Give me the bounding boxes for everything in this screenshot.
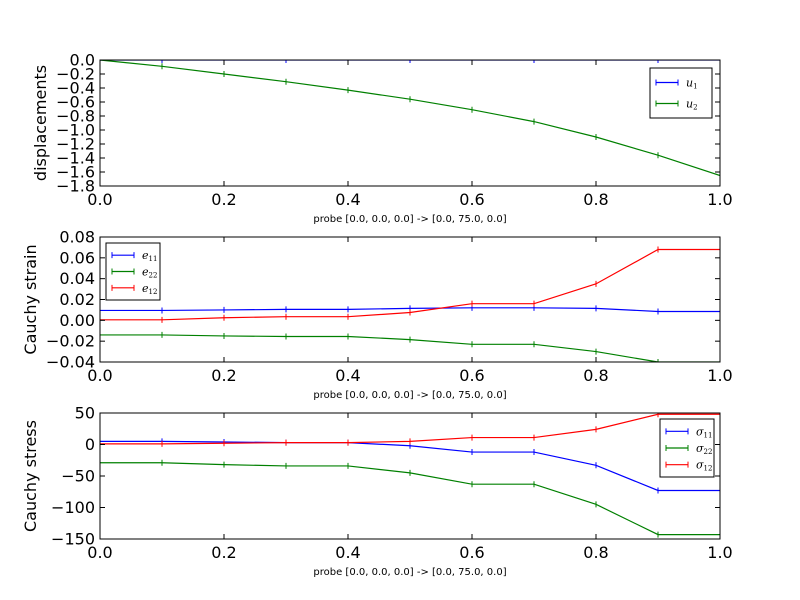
series-line — [100, 60, 720, 177]
y-tick-label: −0.02 — [46, 332, 95, 351]
legend-box — [649, 67, 713, 119]
x-tick-label: 0.2 — [211, 366, 236, 385]
y-tick-label: −0.6 — [56, 93, 95, 112]
x-tick-label: 0.4 — [335, 190, 360, 209]
y-tick-label: 0.00 — [59, 311, 95, 330]
x-tick-label: 0.0 — [87, 543, 112, 562]
x-tick-label: 0.2 — [211, 190, 236, 209]
y-tick-label: −1.4 — [56, 149, 95, 168]
y-tick-label: 0.08 — [59, 228, 95, 247]
x-tick-label: 0.4 — [335, 543, 360, 562]
subplot-3: 0.0 0.2 0.4 0.6 0.8 1.0 50 0 −50 −100 −150 Cauchy s… — [21, 404, 733, 579]
axes-frame — [99, 59, 721, 187]
series-e12 — [100, 246, 720, 323]
y-axis-label: Cauchy stress — [21, 420, 40, 532]
y-tick-label: 0.06 — [59, 248, 95, 267]
y-tick-label: 50 — [75, 404, 95, 423]
x-tick-label: 0.6 — [459, 366, 484, 385]
series-σ22 — [100, 459, 720, 538]
series-σ12 — [100, 413, 720, 447]
y-axis-label: Cauchy strain — [21, 244, 40, 354]
y-tick-label: 0 — [85, 435, 95, 454]
y-tick-label: −0.04 — [46, 353, 95, 372]
x-tick-label: 0.6 — [459, 190, 484, 209]
y-tick-label: −100 — [51, 498, 95, 517]
series-e22 — [100, 331, 720, 362]
y-tick-label: 0.04 — [59, 269, 95, 288]
series-e11 — [100, 304, 720, 315]
x-tick-label: 1.0 — [707, 366, 732, 385]
subplot-1: 0.0 0.2 0.4 0.6 0.8 1.00.0−0.2−0.4−0.6−0.8−1.… — [31, 51, 733, 226]
y-tick-label: −1.6 — [56, 163, 95, 182]
x-axis-label: probe [0.0, 0.0, 0.0] -> [0.0, 75.0, 0.0… — [313, 567, 506, 578]
x-tick-label: 1.0 — [707, 543, 732, 562]
y-tick-label: −1.2 — [56, 135, 95, 154]
series-σ11 — [100, 438, 720, 494]
y-tick-label: −50 — [61, 467, 95, 486]
x-tick-label: 0.2 — [211, 543, 236, 562]
y-tick-label: −0.8 — [56, 107, 95, 126]
x-tick-label: 1.0 — [707, 190, 732, 209]
x-tick-label: 0.0 — [87, 366, 112, 385]
x-axis-label: probe [0.0, 0.0, 0.0] -> [0.0, 75.0, 0.0… — [313, 214, 506, 225]
y-tick-label: 0.0 — [70, 51, 95, 70]
y-tick-label: −0.2 — [56, 65, 95, 84]
y-tick-label: −1.0 — [56, 121, 95, 140]
legend-label: u2 — [686, 98, 698, 112]
x-tick-label: 0.8 — [583, 366, 608, 385]
series-u2 — [100, 60, 720, 179]
x-tick-label: 0.8 — [583, 190, 608, 209]
x-tick-label: 0.6 — [459, 543, 484, 562]
y-tick-label: −150 — [51, 530, 95, 549]
y-tick-label: −1.8 — [56, 177, 95, 196]
x-tick-label: 0.0 — [87, 190, 112, 209]
axes-frame — [99, 236, 721, 363]
x-tick-label: 0.4 — [335, 366, 360, 385]
y-tick-label: 0.02 — [59, 290, 95, 309]
subplot-2: 0.0 0.2 0.4 0.6 0.8 1.0 0.080.06 0.04 0.02 0.00 −0… — [21, 228, 733, 402]
legend: u1 u2 — [649, 67, 713, 119]
x-tick-label: 0.8 — [583, 543, 608, 562]
legend-label: u1 — [686, 77, 698, 91]
y-tick-label: −0.4 — [56, 79, 95, 98]
y-axis-label: displacements — [31, 65, 50, 181]
x-axis-label: probe [0.0, 0.0, 0.0] -> [0.0, 75.0, 0.0… — [313, 390, 506, 401]
